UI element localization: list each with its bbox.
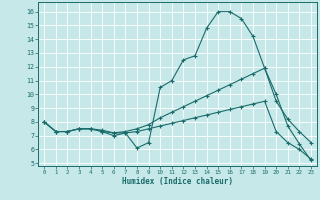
X-axis label: Humidex (Indice chaleur): Humidex (Indice chaleur): [122, 177, 233, 186]
